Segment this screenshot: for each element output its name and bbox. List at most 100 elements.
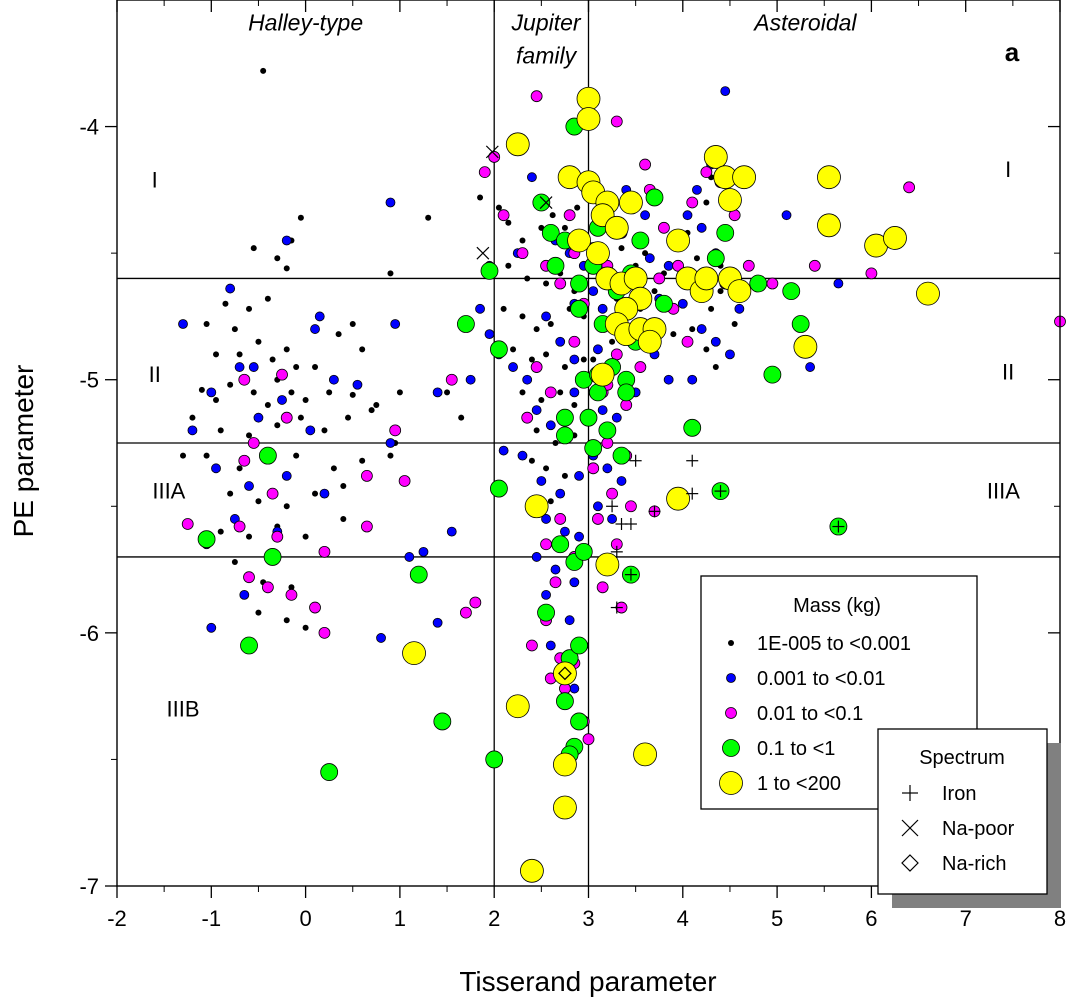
data-point	[606, 487, 618, 500]
data-point	[595, 552, 620, 577]
data-point	[640, 210, 650, 221]
data-point	[352, 379, 363, 390]
data-point	[568, 335, 581, 348]
data-point	[505, 219, 512, 226]
data-point	[432, 387, 443, 398]
spectrum-legend-label: Iron	[942, 783, 976, 805]
data-point	[227, 490, 234, 497]
data-point	[469, 596, 482, 609]
data-points	[178, 67, 1066, 883]
data-point	[607, 514, 617, 524]
class-label: II	[1002, 360, 1014, 385]
data-point	[528, 457, 535, 464]
data-point	[692, 184, 702, 195]
data-point	[246, 533, 253, 540]
data-point	[288, 389, 295, 396]
region-label: Jupiter	[511, 9, 582, 35]
na-rich-marker	[901, 854, 919, 872]
data-point	[782, 282, 801, 301]
data-point	[793, 334, 818, 359]
data-point	[318, 545, 331, 558]
data-point	[187, 425, 198, 436]
data-point	[477, 194, 484, 201]
data-point	[570, 636, 588, 655]
data-point	[505, 262, 512, 269]
class-label: IIIA	[987, 479, 1020, 504]
data-point	[425, 214, 432, 221]
data-point	[569, 387, 580, 398]
data-point	[312, 490, 319, 497]
class-label: IIIB	[167, 696, 200, 721]
data-point	[246, 305, 253, 312]
data-point	[703, 346, 710, 353]
data-point	[653, 272, 666, 285]
data-point	[402, 641, 426, 666]
data-point	[250, 389, 257, 396]
data-point	[433, 712, 452, 731]
data-point	[682, 210, 693, 221]
data-point	[261, 581, 274, 594]
data-point	[576, 107, 601, 131]
data-point	[238, 373, 251, 386]
data-point	[283, 503, 290, 510]
axes: -2 -1 0 1 2 3 4 5 6 7 8 -7 -6 -5 -4	[79, 0, 1066, 931]
data-point	[283, 346, 290, 353]
data-point	[460, 606, 472, 619]
data-point	[206, 387, 217, 398]
data-point	[418, 546, 429, 557]
data-point	[530, 361, 543, 373]
data-point	[586, 241, 610, 266]
data-point	[349, 391, 356, 398]
data-point	[541, 311, 551, 322]
data-point	[271, 530, 284, 543]
data-point	[596, 581, 609, 594]
data-point	[281, 471, 292, 481]
data-point	[277, 395, 287, 405]
data-point	[376, 633, 386, 643]
data-point	[458, 414, 465, 421]
data-point	[781, 210, 792, 221]
data-point	[302, 396, 309, 403]
data-point	[574, 542, 593, 561]
data-point	[883, 226, 907, 250]
data-point	[340, 483, 347, 490]
data-point	[197, 530, 216, 549]
data-point	[817, 213, 841, 238]
data-point	[536, 476, 547, 486]
data-point	[617, 383, 636, 402]
data-point	[498, 445, 509, 456]
data-point	[541, 514, 551, 524]
mass-legend-label: 0.1 to <1	[757, 738, 835, 760]
data-point	[574, 471, 584, 481]
data-point	[260, 67, 267, 74]
data-point	[264, 402, 271, 409]
data-point	[576, 86, 601, 111]
na-rich-marker	[558, 666, 572, 681]
data-point	[404, 552, 415, 562]
data-point	[618, 245, 625, 252]
data-point	[321, 427, 328, 434]
data-point	[732, 165, 756, 190]
data-point	[530, 90, 543, 103]
data-point	[246, 432, 253, 439]
data-point	[556, 408, 574, 427]
data-point	[181, 518, 194, 530]
data-point	[293, 364, 300, 371]
data-point	[663, 374, 674, 385]
data-point	[213, 351, 220, 358]
data-point	[766, 277, 779, 290]
data-point	[686, 196, 699, 209]
data-point	[258, 446, 277, 465]
data-point	[465, 374, 476, 385]
data-point	[569, 577, 580, 588]
data-point	[283, 265, 290, 272]
data-point	[639, 158, 651, 171]
data-point	[700, 166, 713, 179]
data-point	[330, 465, 337, 472]
data-point	[808, 259, 821, 272]
data-point	[554, 513, 567, 525]
data-point	[598, 421, 617, 440]
data-point	[716, 223, 735, 242]
data-point	[597, 303, 608, 314]
